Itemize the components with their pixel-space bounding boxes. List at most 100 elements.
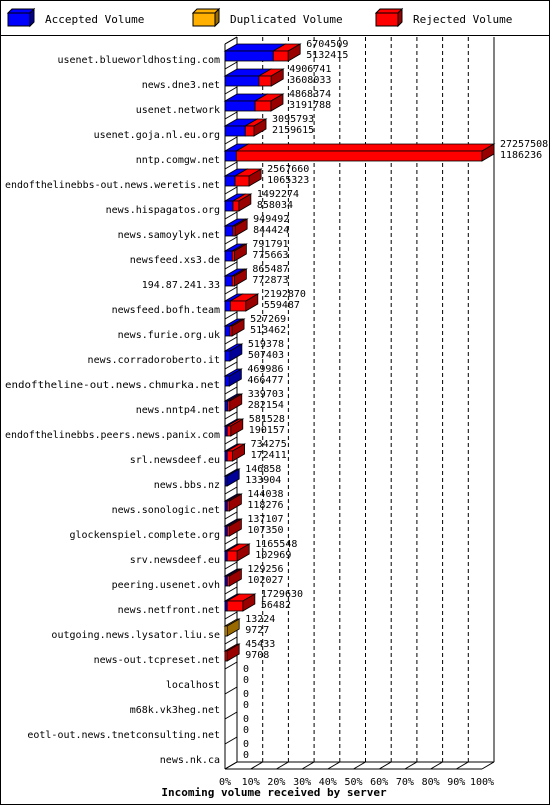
- category-label: usenet.blueworldhosting.com: [57, 55, 220, 66]
- total-volume-label: 2192870: [264, 289, 306, 300]
- wall-row-tick: [224, 436, 238, 445]
- wall-row-tick: [224, 111, 238, 120]
- accepted-volume-label: 466477: [247, 375, 283, 386]
- wall-row-tick: [224, 511, 238, 520]
- bar-segment: [254, 100, 272, 112]
- category-labels: usenet.blueworldhosting.com news.dne3.net…: [5, 55, 220, 766]
- bar-side: [270, 68, 284, 87]
- accepted-volume-label: 0: [243, 675, 249, 686]
- accepted-volume-label: 1065323: [267, 175, 309, 186]
- x-tick-label: 100%: [470, 777, 494, 788]
- x-tick-label: 0%: [219, 777, 231, 788]
- floor-tick: [353, 761, 366, 770]
- total-volume-label: 1729630: [261, 589, 303, 600]
- category-label: news.dne3.net: [142, 80, 220, 91]
- bar-side: [253, 118, 267, 137]
- bar-side: [236, 543, 250, 562]
- wall-row-tick: [224, 761, 238, 770]
- legend-label: Rejected Volume: [413, 13, 512, 26]
- accepted-volume-label: 513462: [250, 325, 286, 336]
- bar-side: [228, 493, 242, 512]
- wall-row-tick: [224, 661, 238, 670]
- floor-tick: [301, 761, 315, 770]
- x-tick-label: 70%: [396, 777, 414, 788]
- accepted-volume-label: 9708: [245, 650, 269, 661]
- total-volume-label: 27257508: [500, 139, 548, 150]
- wall-row-tick: [224, 36, 238, 45]
- x-tick-label: 30%: [293, 777, 311, 788]
- category-label: news.sonologic.net: [112, 505, 220, 516]
- accepted-volume-label: 507403: [248, 350, 284, 361]
- x-tick-label: 90%: [447, 777, 465, 788]
- accepted-volume-label: 190157: [249, 425, 285, 436]
- wall-row-tick: [224, 336, 238, 345]
- total-volume-label: 865487: [252, 264, 288, 275]
- category-label: news.nk.ca: [160, 755, 220, 766]
- accepted-volume-label: 775663: [252, 250, 288, 261]
- total-volume-label: 2567660: [267, 164, 309, 175]
- total-volume-label: 339703: [248, 389, 284, 400]
- bar-segment: [258, 75, 272, 87]
- bar-segment: [224, 350, 231, 362]
- bar-segment: [226, 425, 232, 437]
- accepted-volume-label: 3191788: [289, 100, 331, 111]
- x-tick-label: 80%: [422, 777, 440, 788]
- wall-row-tick: [224, 361, 238, 370]
- x-tick-label: 50%: [344, 777, 362, 788]
- wall-row-tick: [224, 486, 238, 495]
- wall-row-tick: [224, 711, 238, 720]
- accepted-volume-label: 772873: [252, 275, 288, 286]
- bar-segment: [235, 150, 483, 162]
- accepted-volume-label: 5132415: [306, 50, 348, 61]
- floor-tick: [276, 761, 289, 770]
- legend-swatch: [192, 12, 216, 27]
- accepted-volume-label: 102027: [247, 575, 283, 586]
- category-label: peering.usenet.ovh: [112, 580, 220, 591]
- bar-side: [270, 93, 284, 112]
- category-label: nntp.comgw.net: [136, 155, 220, 166]
- bar-side: [234, 218, 248, 237]
- total-volume-label: 0: [243, 664, 249, 675]
- bar-segment: [224, 325, 231, 337]
- bar-side: [230, 418, 244, 437]
- wall-row-tick: [224, 186, 238, 195]
- category-label: endofthelinebbs-out.news.weretis.net: [5, 180, 220, 191]
- accepted-volume-label: 3608033: [289, 75, 331, 86]
- category-label: m68k.vk3heg.net: [130, 705, 220, 716]
- bar-top: [234, 143, 496, 152]
- accepted-volume-label: 9727: [245, 625, 269, 636]
- total-volume-label: 137107: [247, 514, 283, 525]
- wall-row-tick: [224, 686, 238, 695]
- total-volume-label: 734275: [251, 439, 287, 450]
- bar-segment: [224, 175, 236, 187]
- category-label: news.corradoroberto.it: [88, 355, 220, 366]
- wall-row-tick: [224, 636, 238, 645]
- bar-segment: [272, 50, 289, 62]
- total-volume-label: 1165548: [255, 539, 297, 550]
- legend-label: Accepted Volume: [45, 13, 144, 26]
- accepted-volume-label: 2159615: [272, 125, 314, 136]
- category-label: news.samoylyk.net: [118, 230, 220, 241]
- wall-row-tick: [224, 236, 238, 245]
- bar-segment: [224, 200, 234, 212]
- category-label: usenet.goja.nl.eu.org: [94, 130, 220, 141]
- category-label: localhost: [166, 680, 220, 691]
- floor-tick: [456, 761, 469, 770]
- wall-row-tick: [224, 161, 238, 170]
- bar-side: [228, 368, 242, 387]
- accepted-volume-label: 133904: [245, 475, 281, 486]
- category-label: newsfeed.xs3.de: [130, 255, 220, 266]
- bar-side: [228, 518, 242, 537]
- total-volume-label: 146858: [245, 464, 281, 475]
- bar-side: [248, 168, 262, 187]
- x-tick-label: 10%: [242, 777, 260, 788]
- bar-side: [228, 568, 242, 587]
- wall-row-tick: [224, 561, 238, 570]
- floor-tick: [327, 761, 341, 770]
- bar-segment: [224, 275, 233, 287]
- category-label: news.furie.org.uk: [118, 330, 220, 341]
- accepted-volume-label: 0: [243, 725, 249, 736]
- wall-row-tick: [224, 136, 238, 145]
- total-volume-label: 581528: [249, 414, 285, 425]
- floor-tick: [250, 761, 263, 770]
